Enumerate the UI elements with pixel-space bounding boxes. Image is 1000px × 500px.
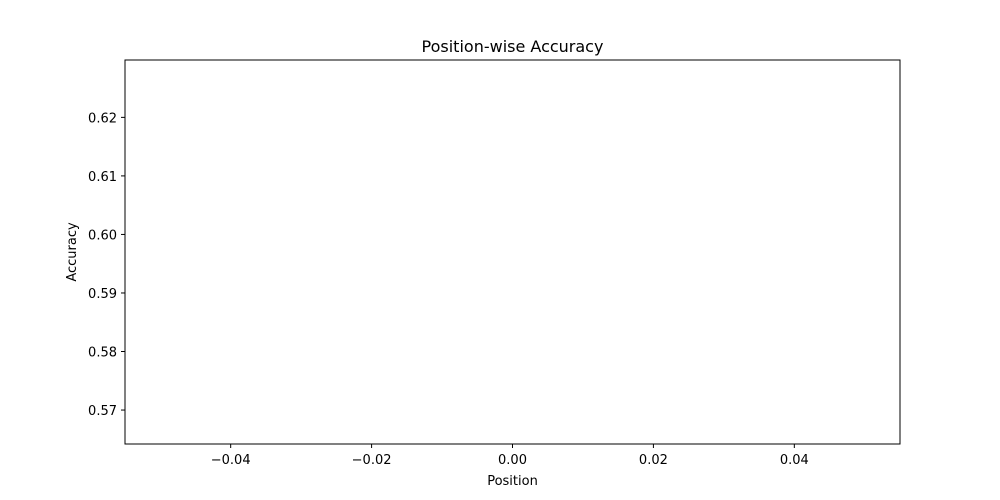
y-axis-ticks: 0.57 0.58 0.59 0.60 0.61 0.62: [88, 111, 125, 419]
x-tick-label: 0.00: [498, 453, 527, 468]
x-tick-label: 0.02: [639, 453, 668, 468]
x-tick-label: 0.04: [780, 453, 809, 468]
x-axis-label: Position: [487, 474, 538, 489]
y-tick-label: 0.61: [88, 170, 117, 185]
x-axis-ticks: −0.04 −0.02 0.00 0.02 0.04: [211, 444, 809, 468]
y-tick-label: 0.59: [88, 287, 117, 302]
y-tick-label: 0.62: [88, 111, 117, 126]
chart-title: Position-wise Accuracy: [422, 37, 604, 56]
x-tick-label: −0.04: [211, 453, 251, 468]
y-tick-label: 0.60: [88, 228, 117, 243]
x-tick-label: −0.02: [352, 453, 392, 468]
y-tick-label: 0.57: [88, 404, 117, 419]
y-axis-label: Accuracy: [65, 222, 80, 282]
y-tick-label: 0.58: [88, 346, 117, 361]
